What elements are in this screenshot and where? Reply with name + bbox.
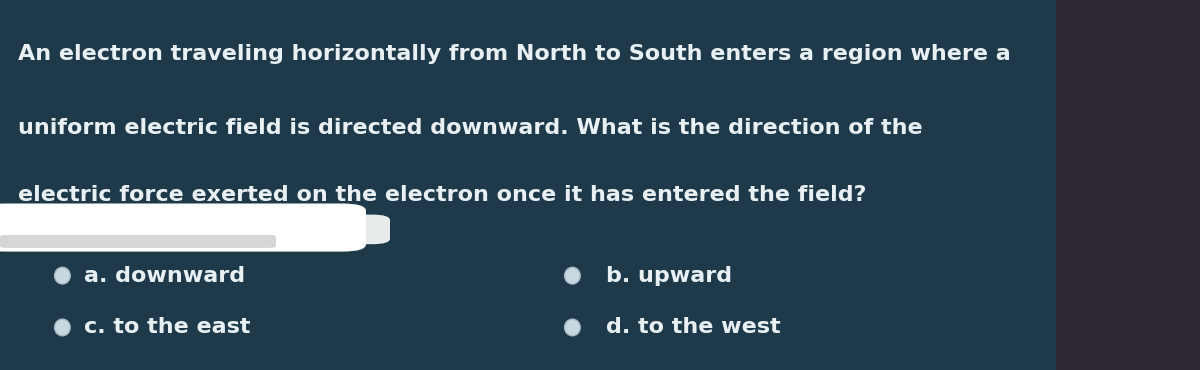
Text: d. to the west: d. to the west (606, 317, 781, 337)
FancyBboxPatch shape (0, 235, 276, 248)
Ellipse shape (55, 267, 70, 284)
Text: uniform electric field is directed downward. What is the direction of the: uniform electric field is directed downw… (18, 118, 923, 138)
Text: An electron traveling horizontally from North to South enters a region where a: An electron traveling horizontally from … (18, 44, 1010, 64)
Ellipse shape (564, 267, 581, 284)
FancyBboxPatch shape (1056, 0, 1200, 370)
Text: b. upward: b. upward (606, 266, 732, 286)
Text: c. to the east: c. to the east (84, 317, 251, 337)
Ellipse shape (564, 319, 581, 336)
Text: electric force exerted on the electron once it has entered the field?: electric force exerted on the electron o… (18, 185, 866, 205)
Text: a. downward: a. downward (84, 266, 245, 286)
FancyBboxPatch shape (270, 215, 390, 244)
Ellipse shape (55, 319, 70, 336)
FancyBboxPatch shape (0, 204, 366, 252)
